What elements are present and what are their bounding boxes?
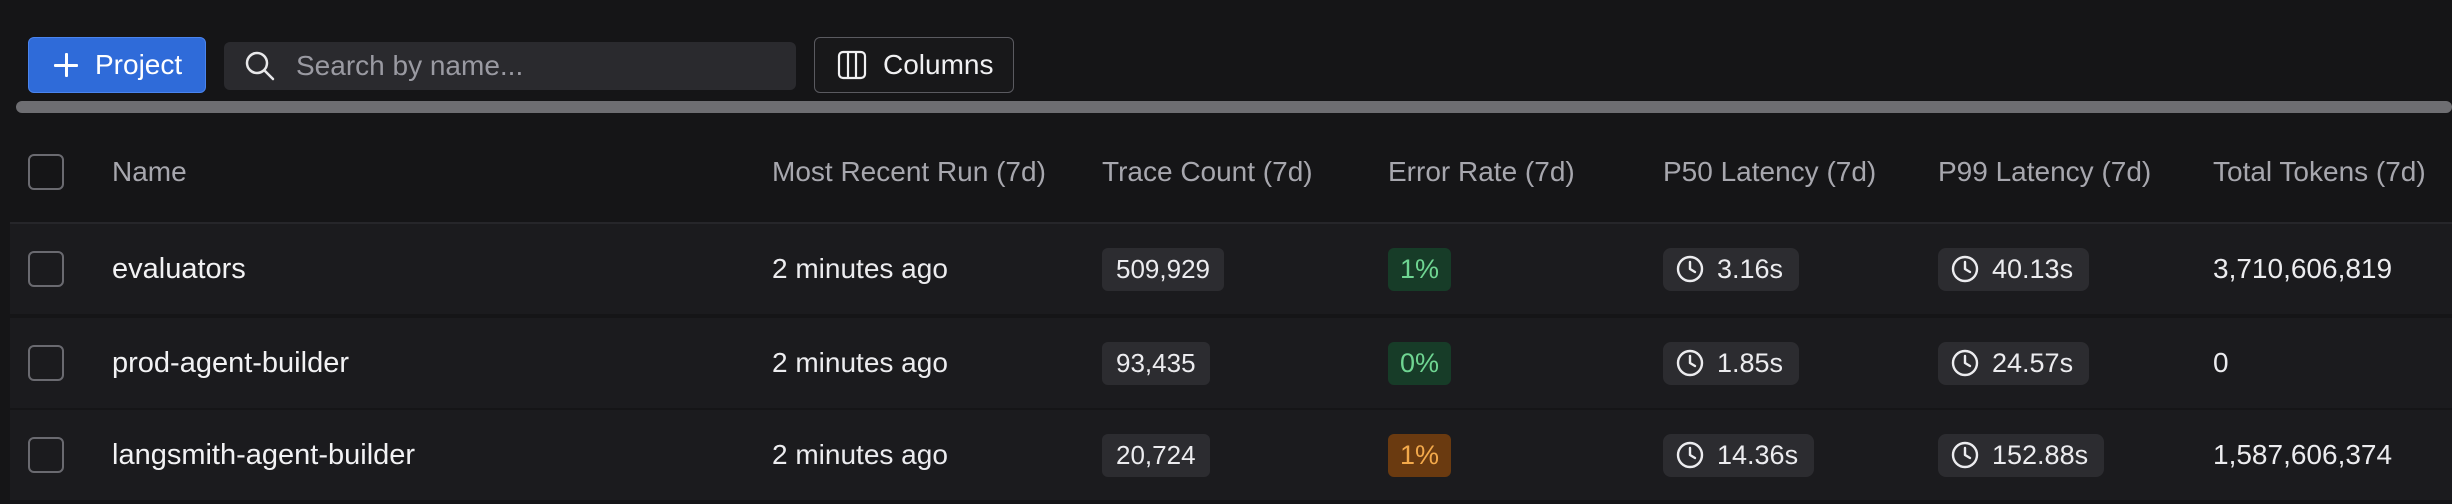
table-header-row: Name Most Recent Run (7d) Trace Count (7… <box>10 122 2452 224</box>
clock-icon <box>1676 349 1704 377</box>
column-header-error-rate[interactable]: Error Rate (7d) <box>1388 156 1575 187</box>
p99-latency-value: 24.57s <box>1992 347 2074 378</box>
most-recent-run: 2 minutes ago <box>772 347 948 378</box>
clock-icon <box>1951 349 1979 377</box>
p50-latency-value: 14.36s <box>1717 439 1799 470</box>
trace-count-badge: 93,435 <box>1102 341 1210 385</box>
total-tokens: 0 <box>2213 347 2229 378</box>
project-name[interactable]: prod-agent-builder <box>112 346 349 379</box>
row-checkbox[interactable] <box>28 251 64 287</box>
p50-latency-badge: 3.16s <box>1663 247 1800 291</box>
clock-icon <box>1951 441 1979 469</box>
search-box[interactable] <box>224 42 796 90</box>
p99-latency-badge: 40.13s <box>1938 247 2090 291</box>
p99-latency-badge: 24.57s <box>1938 341 2090 385</box>
error-rate-badge: 1% <box>1388 433 1452 477</box>
add-project-button[interactable]: Project <box>28 37 206 93</box>
p50-latency-value: 1.85s <box>1717 347 1784 378</box>
project-name[interactable]: langsmith-agent-builder <box>112 438 416 471</box>
search-input[interactable] <box>294 49 778 83</box>
project-name[interactable]: evaluators <box>112 252 246 285</box>
plus-icon <box>53 52 79 78</box>
trace-count-badge: 20,724 <box>1102 433 1210 477</box>
p99-latency-value: 152.88s <box>1992 439 2089 470</box>
trace-count-badge: 509,929 <box>1102 247 1224 291</box>
error-rate-badge: 1% <box>1388 247 1452 291</box>
search-icon <box>245 51 275 81</box>
p50-latency-badge: 1.85s <box>1663 341 1800 385</box>
row-checkbox[interactable] <box>28 437 64 473</box>
row-checkbox[interactable] <box>28 345 64 381</box>
columns-button[interactable]: Columns <box>814 37 1014 93</box>
p50-latency-badge: 14.36s <box>1663 433 1815 477</box>
clock-icon <box>1676 441 1704 469</box>
error-rate-badge: 0% <box>1388 341 1452 385</box>
column-header-trace-count[interactable]: Trace Count (7d) <box>1102 156 1313 187</box>
most-recent-run: 2 minutes ago <box>772 439 948 470</box>
table-row[interactable]: langsmith-agent-builder 2 minutes ago 20… <box>10 410 2452 500</box>
table-row[interactable]: prod-agent-builder 2 minutes ago 93,435 … <box>10 318 2452 408</box>
clock-icon <box>1951 255 1979 283</box>
column-header-p50-latency[interactable]: P50 Latency (7d) <box>1663 156 1877 187</box>
horizontal-scrollbar[interactable] <box>16 101 2452 113</box>
p99-latency-value: 40.13s <box>1992 253 2074 284</box>
clock-icon <box>1676 255 1704 283</box>
columns-label: Columns <box>883 49 994 80</box>
total-tokens: 3,710,606,819 <box>2213 253 2393 284</box>
toolbar: Project Columns <box>0 0 2452 98</box>
select-all-checkbox[interactable] <box>28 154 64 190</box>
most-recent-run: 2 minutes ago <box>772 253 948 284</box>
columns-icon <box>837 50 867 80</box>
table-row[interactable]: evaluators 2 minutes ago 509,929 1% 3.16… <box>10 224 2452 314</box>
p50-latency-value: 3.16s <box>1717 253 1784 284</box>
column-header-most-recent-run[interactable]: Most Recent Run (7d) <box>772 156 1046 187</box>
add-project-label: Project <box>95 49 183 80</box>
column-header-total-tokens[interactable]: Total Tokens (7d) <box>2213 156 2426 187</box>
column-header-p99-latency[interactable]: P99 Latency (7d) <box>1938 156 2152 187</box>
p99-latency-badge: 152.88s <box>1938 433 2105 477</box>
total-tokens: 1,587,606,374 <box>2213 439 2393 470</box>
column-header-name[interactable]: Name <box>112 156 187 187</box>
